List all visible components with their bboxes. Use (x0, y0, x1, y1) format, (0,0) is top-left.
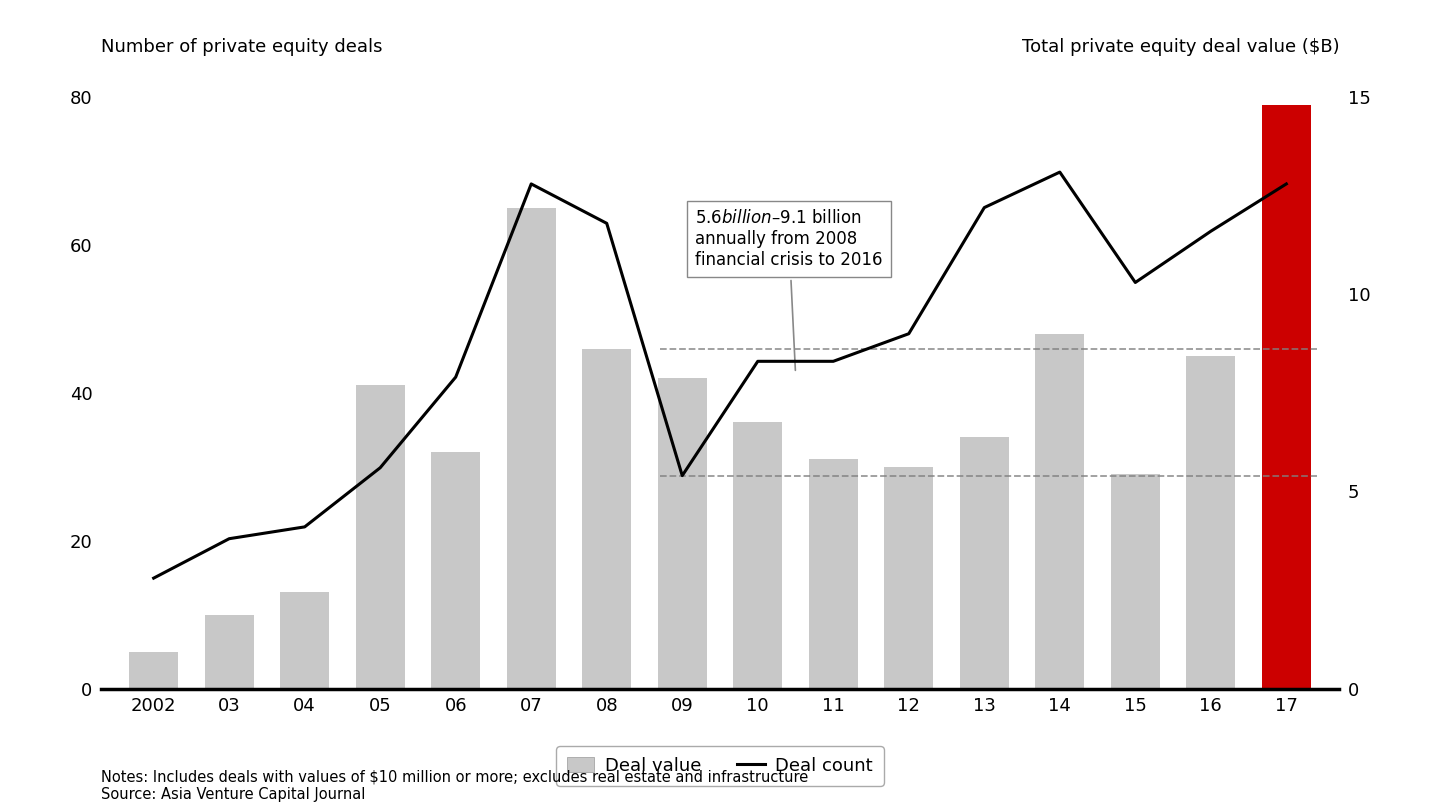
Text: Number of private equity deals: Number of private equity deals (101, 38, 382, 56)
Text: $5.6 billion–$9.1 billion
annually from 2008
financial crisis to 2016: $5.6 billion–$9.1 billion annually from … (696, 209, 883, 370)
Text: Notes: Includes deals with values of $10 million or more; excludes real estate a: Notes: Includes deals with values of $10… (101, 770, 808, 802)
Bar (1261, 104, 1310, 688)
Bar (130, 651, 179, 688)
Bar (959, 437, 1009, 688)
Bar (884, 467, 933, 688)
Bar (582, 348, 631, 688)
Legend: Deal value, Deal count: Deal value, Deal count (556, 746, 884, 786)
Bar (658, 378, 707, 688)
Bar (431, 452, 481, 688)
Text: Total private equity deal value ($B): Total private equity deal value ($B) (1021, 38, 1339, 56)
Bar (281, 592, 330, 688)
Bar (1187, 356, 1236, 688)
Bar (507, 208, 556, 688)
Bar (733, 423, 782, 688)
Bar (1110, 474, 1159, 688)
Bar (1035, 334, 1084, 688)
Bar (809, 459, 858, 688)
Bar (204, 615, 253, 688)
Bar (356, 386, 405, 688)
